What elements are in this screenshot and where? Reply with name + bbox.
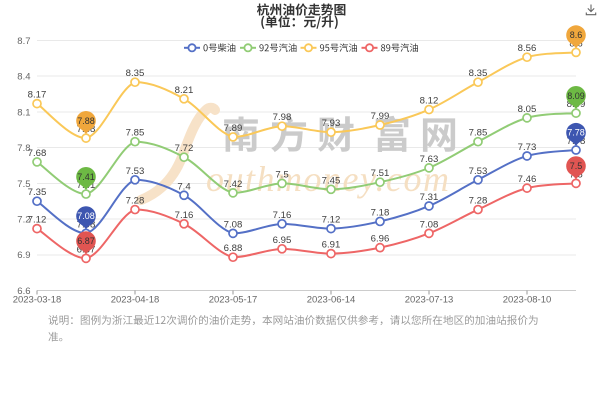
svg-text:2023-06-14: 2023-06-14 xyxy=(307,294,356,305)
svg-text:2023-05-17: 2023-05-17 xyxy=(209,294,258,305)
svg-text:7.85: 7.85 xyxy=(469,128,488,139)
svg-text:7.28: 7.28 xyxy=(126,196,145,207)
svg-text:8.35: 8.35 xyxy=(469,68,488,79)
svg-text:7.88: 7.88 xyxy=(77,116,95,126)
svg-text:7.51: 7.51 xyxy=(371,168,390,179)
svg-text:8.1: 8.1 xyxy=(17,107,30,118)
svg-text:8.21: 8.21 xyxy=(175,85,194,96)
svg-text:8.12: 8.12 xyxy=(420,96,439,107)
svg-text:7.93: 7.93 xyxy=(322,118,341,129)
svg-text:6.87: 6.87 xyxy=(77,236,95,246)
svg-text:7.5: 7.5 xyxy=(570,161,583,171)
svg-text:8.6: 8.6 xyxy=(570,30,583,40)
svg-text:7.73: 7.73 xyxy=(518,142,537,153)
svg-text:7.5: 7.5 xyxy=(17,179,30,190)
svg-text:8.4: 8.4 xyxy=(17,72,30,83)
svg-text:8.05: 8.05 xyxy=(518,104,537,115)
svg-text:7.28: 7.28 xyxy=(469,196,488,207)
svg-text:7.08: 7.08 xyxy=(77,211,95,221)
svg-text:8.09: 8.09 xyxy=(567,91,585,101)
svg-text:2023-08-10: 2023-08-10 xyxy=(503,294,552,305)
svg-text:6.95: 6.95 xyxy=(273,235,292,246)
svg-text:6.91: 6.91 xyxy=(322,240,341,251)
svg-text:7.8: 7.8 xyxy=(17,143,30,154)
svg-text:7.89: 7.89 xyxy=(224,123,243,134)
svg-text:6.88: 6.88 xyxy=(224,243,243,254)
svg-text:7.53: 7.53 xyxy=(469,166,488,177)
svg-text:2023-03-18: 2023-03-18 xyxy=(13,294,62,305)
svg-text:7.98: 7.98 xyxy=(273,112,292,123)
svg-text:7.46: 7.46 xyxy=(518,174,537,185)
svg-text:7.63: 7.63 xyxy=(420,154,439,165)
svg-text:7.31: 7.31 xyxy=(420,192,439,203)
svg-text:7.5: 7.5 xyxy=(275,169,288,180)
svg-text:8.7: 8.7 xyxy=(17,36,30,47)
svg-text:7.99: 7.99 xyxy=(371,111,390,122)
svg-text:7.72: 7.72 xyxy=(175,143,194,154)
svg-text:6.6: 6.6 xyxy=(17,286,30,297)
svg-text:7.53: 7.53 xyxy=(126,166,145,177)
svg-text:2023-04-18: 2023-04-18 xyxy=(111,294,160,305)
svg-text:7.42: 7.42 xyxy=(224,179,243,190)
svg-text:7.08: 7.08 xyxy=(420,219,439,230)
svg-text:8.17: 8.17 xyxy=(28,90,47,101)
svg-text:7.18: 7.18 xyxy=(371,208,390,219)
svg-text:8.56: 8.56 xyxy=(518,43,537,54)
svg-text:7.68: 7.68 xyxy=(28,148,47,159)
svg-text:7.78: 7.78 xyxy=(567,128,585,138)
svg-text:8.35: 8.35 xyxy=(126,68,145,79)
svg-text:7.12: 7.12 xyxy=(322,215,341,226)
svg-text:7.08: 7.08 xyxy=(224,219,243,230)
svg-text:7.4: 7.4 xyxy=(177,181,191,192)
svg-text:7.12: 7.12 xyxy=(28,215,47,226)
svg-text:7.35: 7.35 xyxy=(28,187,47,198)
svg-text:7.41: 7.41 xyxy=(77,172,95,182)
svg-text:6.9: 6.9 xyxy=(17,250,30,261)
svg-text:7.16: 7.16 xyxy=(273,210,292,221)
svg-text:7.45: 7.45 xyxy=(322,175,341,186)
svg-text:7.85: 7.85 xyxy=(126,128,145,139)
svg-text:2023-07-13: 2023-07-13 xyxy=(405,294,454,305)
svg-text:6.96: 6.96 xyxy=(371,234,390,245)
svg-text:7.16: 7.16 xyxy=(175,210,194,221)
svg-text:7.2: 7.2 xyxy=(17,215,30,226)
